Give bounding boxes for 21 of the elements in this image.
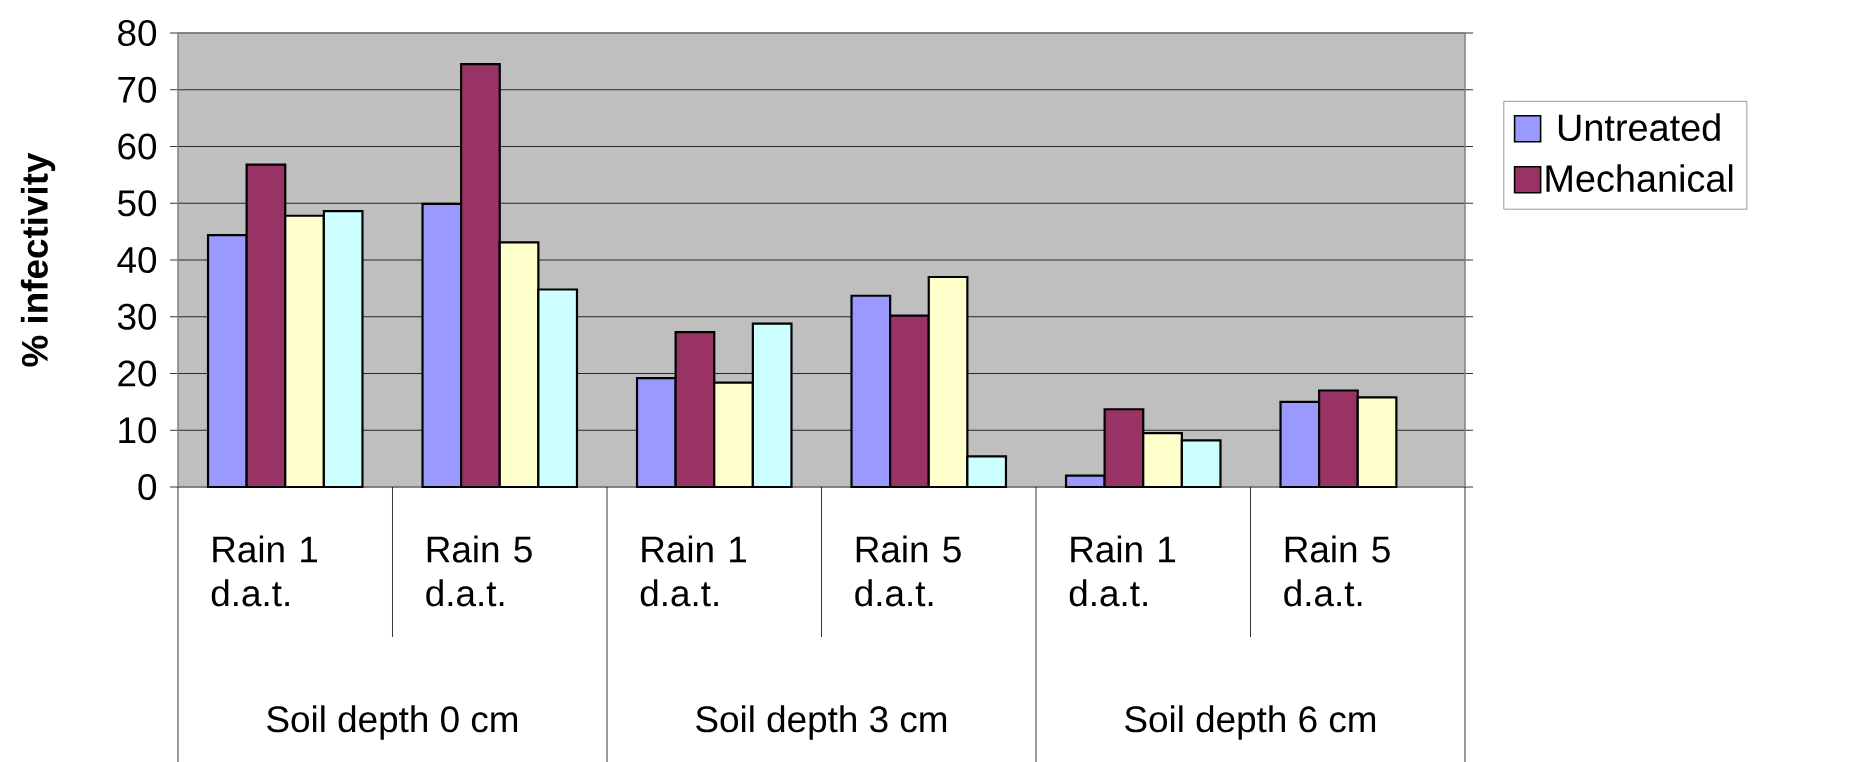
y-tick-label: 30 (117, 303, 157, 330)
text: Soil depth 6 cm (1125, 705, 1376, 740)
y-tick-label: 60 (118, 133, 157, 160)
legend-label: Untreated (1558, 113, 1720, 142)
x-tick-label: Rain 5 d.a.t. (426, 535, 532, 607)
y-tick-label: 10 (119, 417, 157, 444)
text: Soil depth 3 cm (696, 705, 947, 740)
x-tick-label: Rain 5 d.a.t. (1284, 535, 1390, 607)
y-tick-label: 80 (118, 19, 157, 47)
legend-label: Mechanical (1546, 164, 1733, 193)
y-tick-label: 0 (138, 473, 157, 501)
y-axis-title: % infectivity (20, 152, 56, 367)
x-tick-label: Rain 5 d.a.t. (855, 535, 961, 607)
text: Soil depth 0 cm (267, 705, 518, 740)
x-tick-label: Rain 1 d.a.t. (640, 535, 747, 607)
y-tick-label: 20 (118, 360, 157, 387)
y-tick-label: 40 (117, 246, 157, 274)
y-tick-label: 50 (117, 190, 157, 217)
x-tick-label: Rain 1 d.a.t. (1069, 535, 1176, 607)
y-tick-label: 70 (118, 76, 157, 103)
x-tick-label: Rain 1 d.a.t. (211, 535, 318, 607)
